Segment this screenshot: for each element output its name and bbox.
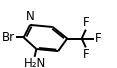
Text: F: F <box>82 48 89 61</box>
Text: F: F <box>94 32 101 45</box>
Text: F: F <box>82 16 89 29</box>
Text: H₂N: H₂N <box>24 57 47 68</box>
Text: Br: Br <box>2 31 15 44</box>
Text: N: N <box>26 10 35 23</box>
